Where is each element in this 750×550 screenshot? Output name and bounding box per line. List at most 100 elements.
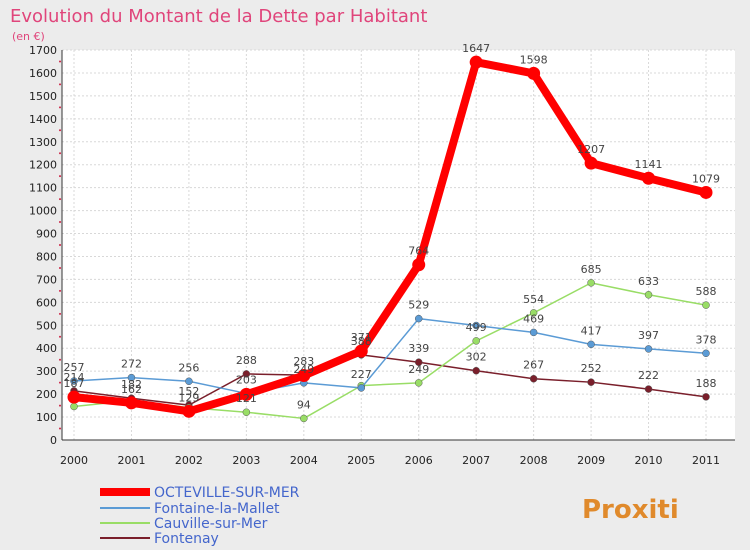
proxiti-logo: Proxiti bbox=[582, 495, 679, 525]
series-point bbox=[182, 404, 196, 418]
data-label: 249 bbox=[293, 363, 314, 376]
series-point bbox=[699, 185, 713, 199]
legend-label: Cauville-sur-Mer bbox=[154, 516, 268, 532]
series-point bbox=[529, 374, 538, 383]
chart-title: Evolution du Montant de la Dette par Hab… bbox=[10, 6, 427, 27]
series-point bbox=[587, 279, 595, 287]
series-point bbox=[300, 414, 308, 423]
y-minor-tick bbox=[59, 404, 61, 407]
y-tick-label: 300 bbox=[36, 365, 57, 378]
data-labels: 129 764 1647 1598 1207 1141 1079 257 272 256 529 46… bbox=[64, 42, 721, 411]
y-minor-tick bbox=[59, 152, 61, 155]
data-label: 371 bbox=[351, 331, 372, 344]
y-tick-label: 100 bbox=[36, 411, 57, 424]
y-minor-tick bbox=[59, 312, 61, 315]
series-point bbox=[644, 291, 653, 299]
series-point bbox=[587, 378, 595, 386]
series-point bbox=[414, 379, 423, 387]
data-label: 187 bbox=[64, 377, 85, 390]
series-point bbox=[472, 321, 480, 330]
data-label: 764 bbox=[408, 245, 429, 258]
x-tick-label: 2005 bbox=[347, 454, 375, 467]
data-label: 588 bbox=[696, 285, 717, 298]
series-point bbox=[472, 366, 480, 375]
data-label: 203 bbox=[236, 373, 257, 386]
y-minor-tick bbox=[59, 244, 61, 246]
x-tick-label: 2008 bbox=[520, 454, 548, 467]
data-label: 257 bbox=[64, 361, 85, 374]
data-label: 252 bbox=[581, 362, 602, 375]
data-label: 1647 bbox=[462, 42, 490, 55]
y-minor-tick bbox=[59, 175, 61, 178]
data-label: 152 bbox=[178, 385, 199, 398]
data-label: 288 bbox=[236, 354, 257, 367]
series-point bbox=[357, 384, 366, 392]
series-point bbox=[414, 314, 423, 323]
data-label: 417 bbox=[581, 324, 602, 337]
data-label: 554 bbox=[523, 293, 544, 306]
y-tick-label: 400 bbox=[36, 342, 57, 355]
data-label: 685 bbox=[581, 263, 602, 276]
data-label: 1141 bbox=[635, 158, 663, 171]
x-tick-label: 2003 bbox=[232, 454, 260, 467]
series-point bbox=[644, 345, 653, 353]
x-tick-label: 2001 bbox=[117, 454, 145, 467]
x-axis: 2000 2001 2002 2003 2004 2005 2006 2007 2008 2009… bbox=[60, 454, 720, 467]
series-line-octeville-sur-mer bbox=[73, 58, 707, 416]
series-point bbox=[642, 171, 656, 185]
x-tick-label: 2007 bbox=[462, 454, 490, 467]
y-minor-tick bbox=[59, 381, 61, 384]
y-minor-tick bbox=[59, 60, 61, 63]
x-tick-label: 2009 bbox=[577, 454, 605, 467]
series-point bbox=[242, 370, 251, 378]
x-tick-label: 2000 bbox=[60, 454, 88, 467]
y-minor-tick bbox=[59, 106, 61, 109]
series-point bbox=[644, 385, 653, 393]
series-point bbox=[354, 344, 368, 358]
series-point bbox=[239, 387, 253, 401]
y-tick-label: 1200 bbox=[29, 159, 57, 172]
y-tick-label: 500 bbox=[36, 319, 57, 332]
series-point bbox=[527, 66, 541, 80]
data-label: 529 bbox=[408, 299, 429, 312]
data-label: 1598 bbox=[520, 53, 548, 66]
series-point bbox=[702, 393, 710, 401]
y-tick-label: 700 bbox=[36, 273, 57, 286]
series-point bbox=[412, 258, 426, 272]
series-point bbox=[702, 301, 710, 309]
legend-label: Fontenay bbox=[154, 531, 219, 547]
data-label: 499 bbox=[466, 321, 487, 334]
series-point bbox=[185, 377, 193, 386]
data-label: 188 bbox=[696, 377, 717, 390]
series-point bbox=[469, 55, 483, 69]
y-tick-label: 0 bbox=[50, 434, 57, 447]
y-tick-label: 200 bbox=[36, 388, 57, 401]
plot-area bbox=[62, 50, 735, 440]
y-tick-label: 1700 bbox=[29, 44, 57, 57]
series-point bbox=[584, 156, 598, 170]
data-label: 469 bbox=[523, 312, 544, 325]
grid bbox=[61, 49, 735, 441]
data-label: 94 bbox=[297, 398, 311, 411]
y-minor-tick bbox=[59, 221, 61, 224]
series-line-fontenay bbox=[73, 354, 707, 406]
legend: OCTEVILLE-SUR-MERFontaine-la-MalletCauvi… bbox=[100, 485, 300, 547]
y-tick-label: 800 bbox=[36, 250, 57, 263]
series-point bbox=[70, 402, 78, 411]
series-point bbox=[67, 390, 81, 404]
svg-text:Proxiti: Proxiti bbox=[582, 495, 679, 525]
series-point bbox=[529, 328, 538, 337]
y-minor-tick bbox=[59, 129, 61, 132]
data-label: 267 bbox=[523, 359, 544, 372]
data-label: 272 bbox=[121, 358, 142, 371]
data-label: 121 bbox=[236, 392, 257, 405]
series-point bbox=[529, 309, 538, 317]
data-label: 249 bbox=[408, 363, 429, 376]
y-tick-label: 1500 bbox=[29, 90, 57, 103]
series-point bbox=[414, 358, 423, 366]
y-minor-tick bbox=[59, 289, 61, 292]
series-point bbox=[472, 337, 480, 345]
y-minor-tick bbox=[59, 198, 61, 201]
series-point bbox=[70, 377, 78, 385]
x-tick-label: 2006 bbox=[405, 454, 433, 467]
